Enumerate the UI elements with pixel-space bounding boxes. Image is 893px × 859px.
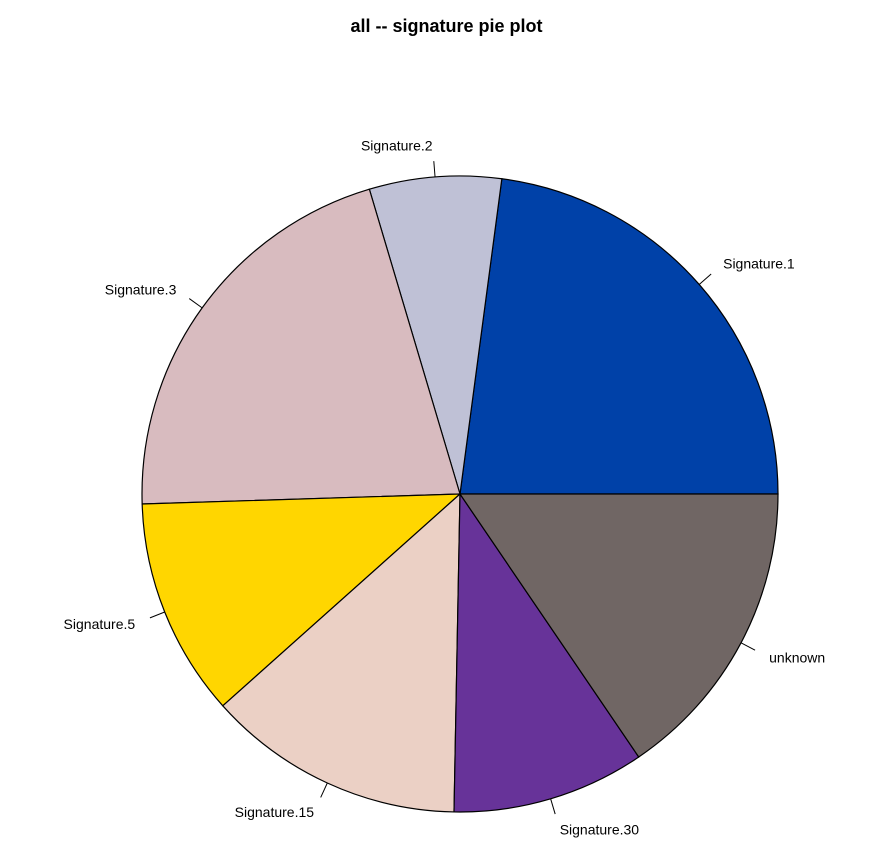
pie-labels: Signature.1 Signature.2 Signature.3 Signatu… bbox=[64, 137, 826, 837]
pie-slice-signature-15 bbox=[221, 492, 461, 813]
pie-slice-signature-30 bbox=[453, 492, 640, 813]
label-tick-5 bbox=[550, 798, 556, 815]
label-tick-0 bbox=[698, 273, 712, 285]
slice-label: Signature.3 bbox=[105, 281, 177, 297]
label-tick-2 bbox=[188, 298, 203, 309]
label-tick-6 bbox=[740, 642, 756, 651]
pie-slice-signature-3 bbox=[141, 188, 461, 505]
label-tick-4 bbox=[320, 782, 328, 798]
pie-slice-signature-5 bbox=[141, 493, 462, 707]
slice-label: Signature.5 bbox=[64, 616, 136, 632]
chart-title: all -- signature pie plot bbox=[350, 16, 543, 36]
label-tick-1 bbox=[433, 161, 436, 178]
label-tick-3 bbox=[149, 611, 165, 619]
pie-slice-signature-1 bbox=[459, 178, 779, 495]
slice-label: unknown bbox=[769, 650, 825, 666]
slice-label: Signature.30 bbox=[560, 821, 640, 837]
pie-slice-unknown bbox=[458, 493, 779, 758]
pie-slices bbox=[141, 175, 779, 813]
slice-label: Signature.2 bbox=[361, 137, 433, 153]
slice-label: Signature.1 bbox=[723, 256, 795, 272]
slice-label: Signature.15 bbox=[235, 804, 315, 820]
